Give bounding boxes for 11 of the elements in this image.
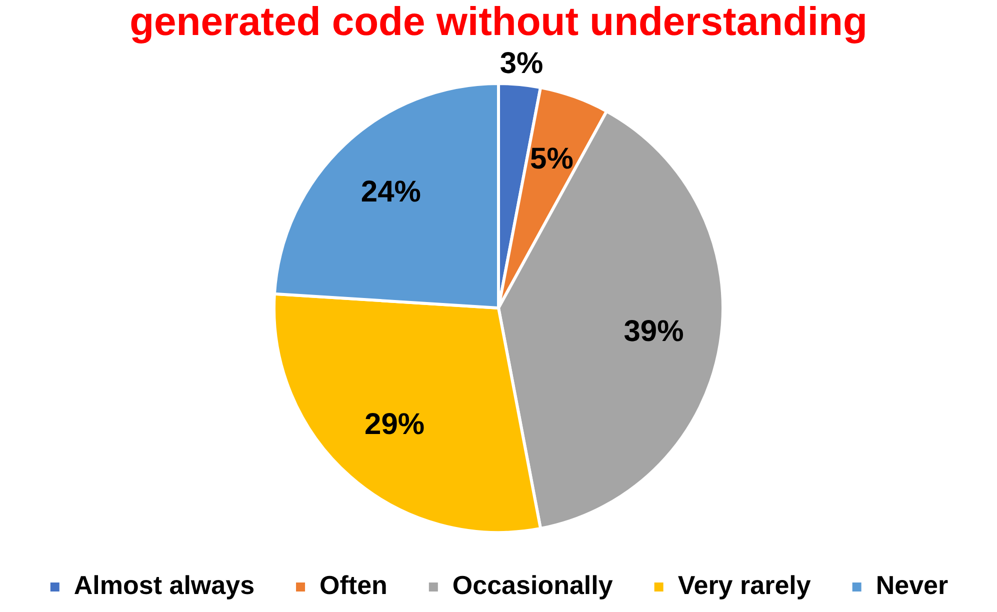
data-label: 24%	[360, 176, 421, 209]
legend-label: Almost always	[74, 570, 255, 600]
data-label: 5%	[530, 142, 574, 176]
data-label: 29%	[364, 408, 425, 442]
legend-label: Often	[320, 570, 388, 600]
data-label: 3%	[500, 46, 544, 80]
data-label: 39%	[624, 314, 684, 348]
legend-label: Never	[876, 570, 948, 600]
chart-title: generated code without understanding	[128, 0, 868, 44]
legend-label: Occasionally	[452, 570, 614, 600]
legend-label: Very rarely	[678, 570, 812, 600]
